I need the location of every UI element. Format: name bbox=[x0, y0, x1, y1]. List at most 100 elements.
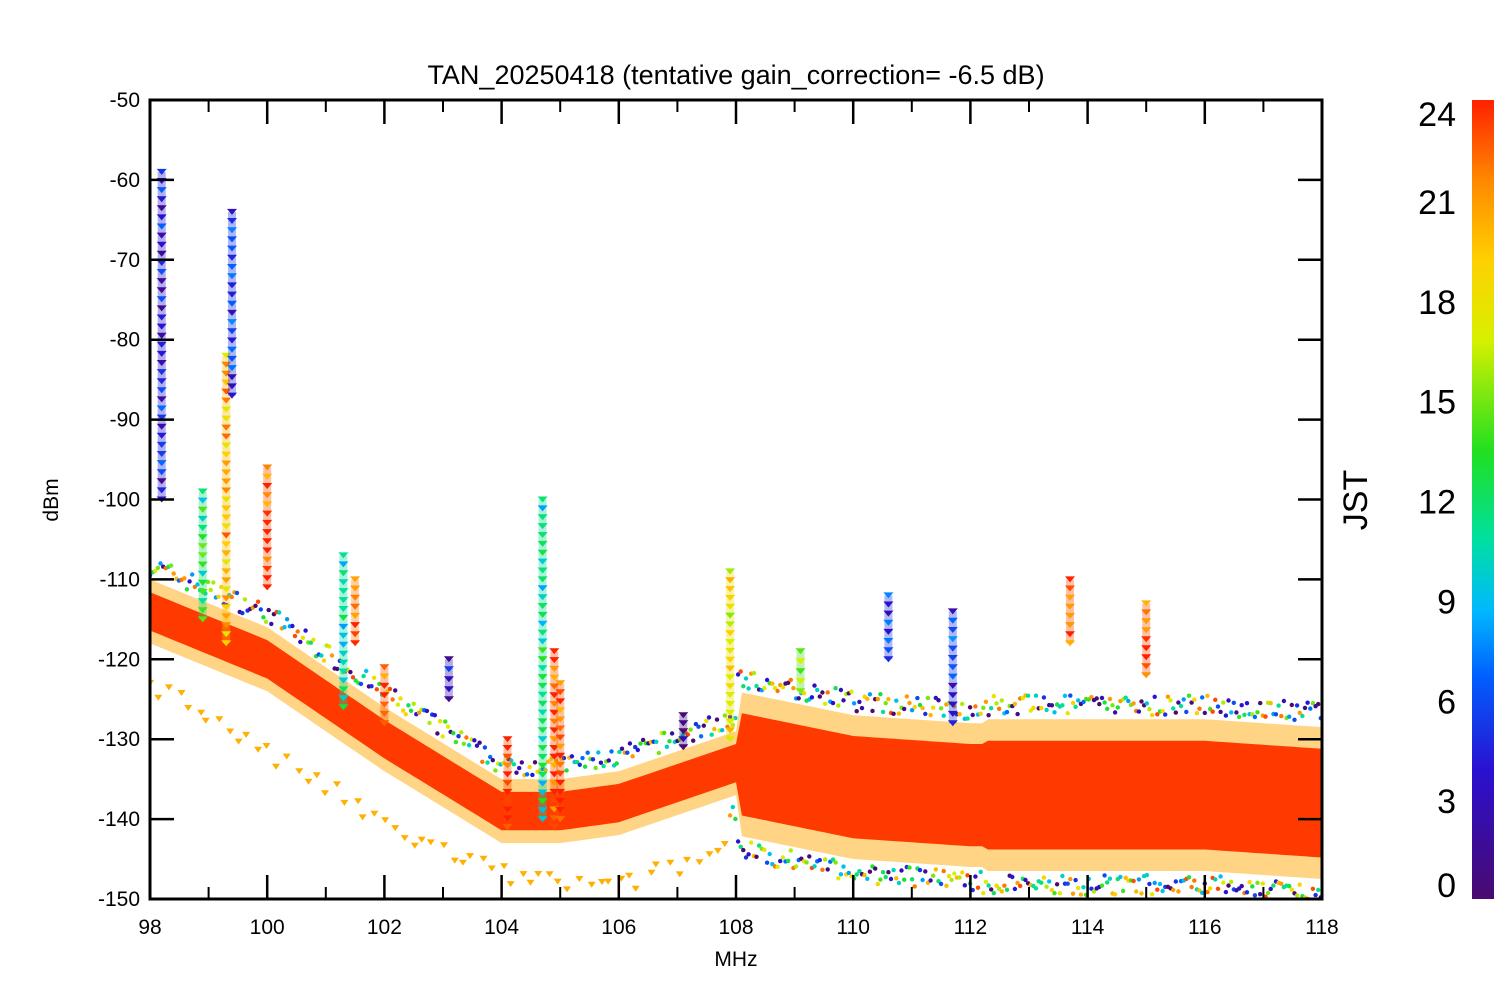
noise-point bbox=[1300, 713, 1305, 719]
noise-point bbox=[825, 867, 830, 872]
peak-point bbox=[947, 720, 958, 727]
peak-point bbox=[537, 558, 548, 565]
low-trace-point bbox=[545, 871, 554, 878]
peak-point bbox=[555, 698, 566, 705]
peak-point bbox=[197, 543, 208, 550]
peak-point bbox=[227, 264, 237, 270]
peak-point bbox=[947, 692, 958, 699]
peak-point bbox=[156, 369, 167, 376]
peak-point bbox=[947, 682, 958, 689]
noise-point bbox=[1252, 893, 1258, 898]
noise-point bbox=[258, 607, 263, 612]
low-trace-point bbox=[598, 879, 606, 885]
noise-point bbox=[311, 637, 316, 642]
noise-point bbox=[514, 770, 519, 775]
peak-point bbox=[262, 575, 273, 582]
peak-point bbox=[156, 432, 167, 439]
noise-point bbox=[1247, 880, 1252, 885]
peak-point bbox=[156, 332, 167, 339]
peak-point bbox=[537, 807, 548, 814]
low-trace-point bbox=[479, 855, 488, 862]
colorbar-tick-label: 18 bbox=[1418, 284, 1456, 322]
noise-point bbox=[1105, 706, 1110, 711]
noise-point bbox=[957, 712, 962, 717]
noise-point bbox=[398, 696, 403, 701]
noise-point bbox=[754, 854, 759, 859]
x-tick-label: 106 bbox=[601, 916, 636, 939]
noise-point bbox=[1147, 707, 1152, 712]
noise-point bbox=[395, 702, 401, 707]
noise-point bbox=[606, 758, 611, 763]
peak-point bbox=[537, 585, 548, 592]
peak-point bbox=[350, 612, 361, 619]
peak-point bbox=[350, 576, 361, 583]
noise-point bbox=[809, 695, 815, 700]
noise-point bbox=[1229, 879, 1234, 884]
noise-point bbox=[1273, 712, 1279, 717]
noise-point bbox=[875, 881, 880, 887]
low-trace-point bbox=[695, 859, 704, 866]
peak-point bbox=[537, 514, 548, 521]
peak-point bbox=[156, 269, 167, 275]
peak-point bbox=[338, 614, 349, 621]
low-trace-point bbox=[426, 839, 435, 846]
peak-point bbox=[555, 770, 566, 777]
peak-point bbox=[947, 636, 958, 643]
noise-point bbox=[424, 708, 430, 714]
peak-point bbox=[502, 736, 513, 743]
peak-point bbox=[221, 442, 232, 449]
peak-point bbox=[537, 780, 548, 787]
peak-point bbox=[197, 607, 208, 614]
noise-point bbox=[762, 847, 767, 852]
noise-point bbox=[909, 877, 915, 882]
peak-point bbox=[197, 497, 208, 504]
noise-point bbox=[445, 724, 451, 729]
peak-point bbox=[1065, 594, 1075, 601]
noise-point bbox=[907, 700, 912, 706]
noise-point bbox=[511, 762, 517, 767]
peak-point bbox=[725, 586, 736, 593]
noise-point bbox=[277, 610, 282, 615]
noise-point bbox=[1239, 703, 1244, 708]
noise-point bbox=[451, 731, 456, 736]
peak-point bbox=[537, 576, 548, 583]
noise-point bbox=[443, 719, 448, 724]
peak-point bbox=[262, 501, 273, 508]
peak-point bbox=[156, 378, 167, 385]
noise-point bbox=[1052, 891, 1057, 896]
noise-point bbox=[1297, 882, 1302, 887]
noise-point bbox=[627, 741, 633, 746]
peak-point bbox=[338, 561, 349, 568]
peak-point bbox=[1065, 612, 1075, 619]
noise-point bbox=[519, 760, 524, 765]
noise-point bbox=[994, 701, 999, 706]
peak-point bbox=[338, 704, 349, 711]
y-tick-label: -120 bbox=[98, 648, 140, 671]
noise-point bbox=[1039, 880, 1044, 885]
noise-point bbox=[933, 867, 938, 872]
noise-point bbox=[836, 703, 841, 708]
peak-point bbox=[537, 709, 548, 716]
noise-point bbox=[907, 865, 912, 870]
noise-point bbox=[833, 860, 838, 865]
noise-point bbox=[664, 744, 670, 749]
noise-point bbox=[485, 760, 490, 765]
x-tick-label: 108 bbox=[718, 916, 753, 939]
peak-point bbox=[221, 406, 232, 413]
noise-point bbox=[1065, 881, 1070, 886]
peak-point bbox=[883, 628, 894, 635]
noise-point bbox=[883, 874, 888, 880]
noise-point bbox=[1152, 694, 1157, 699]
peak-point bbox=[338, 668, 349, 675]
peak-point bbox=[221, 577, 232, 584]
noise-point bbox=[517, 765, 522, 771]
noise-point bbox=[488, 754, 493, 760]
noise-point bbox=[282, 625, 287, 630]
noise-point bbox=[999, 889, 1004, 894]
noise-point bbox=[878, 877, 883, 882]
peak-point bbox=[227, 337, 237, 344]
noise-point bbox=[303, 628, 308, 633]
peak-point bbox=[549, 753, 560, 760]
peak-point bbox=[221, 496, 232, 503]
peak-point bbox=[197, 616, 208, 623]
